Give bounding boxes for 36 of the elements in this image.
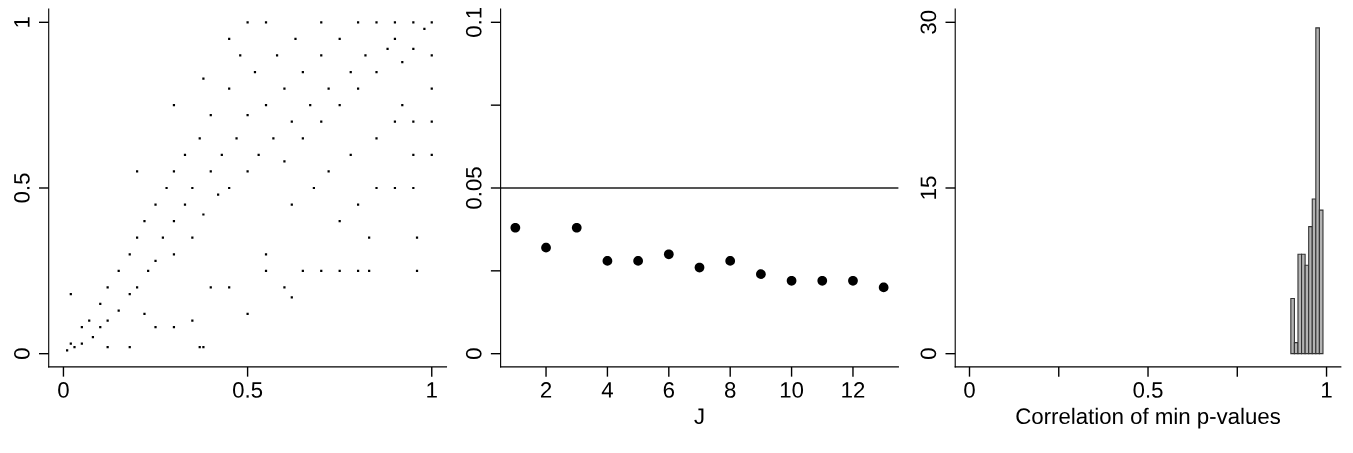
x-tick-label: 1 (427, 382, 437, 398)
y-tick-label: 0.5 (14, 173, 30, 203)
point (786, 275, 797, 286)
point (571, 222, 582, 233)
x-tick-label: 0.5 (1133, 382, 1163, 398)
y-tick-label: 0 (14, 348, 30, 359)
point (725, 256, 736, 266)
x-tick-label: 0 (964, 382, 975, 398)
x-tick-label: 2 (540, 382, 552, 398)
y-tick-label: 0.05 (465, 167, 482, 209)
point (756, 269, 766, 280)
x-tick-label: 0.5 (233, 382, 263, 398)
y-tick-label: 15 (920, 176, 937, 199)
y-tick-label: 0.1 (465, 7, 482, 37)
x-axis-title: Correlation of min p-values (1016, 407, 1280, 429)
point (878, 282, 889, 293)
y-tick-label: 0 (465, 348, 482, 359)
point (848, 275, 858, 286)
x-tick-label: 1 (1322, 382, 1332, 398)
point (602, 256, 613, 266)
x-tick-label: 6 (663, 382, 675, 398)
x-tick-label: 10 (780, 382, 804, 398)
x-tick-label: 8 (724, 382, 736, 398)
x-axis-title: J (694, 408, 704, 425)
y-tick-label: 0 (920, 348, 937, 359)
point (510, 222, 521, 233)
y-tick-label: 30 (920, 10, 937, 34)
point (541, 242, 551, 253)
point (817, 275, 828, 286)
y-tick-label: 1 (14, 17, 30, 27)
point (663, 249, 674, 260)
x-tick-label: 0 (58, 382, 69, 398)
x-tick-label: 12 (842, 382, 865, 398)
x-tick-label: 4 (601, 382, 613, 398)
point (633, 256, 643, 266)
point (694, 262, 705, 273)
